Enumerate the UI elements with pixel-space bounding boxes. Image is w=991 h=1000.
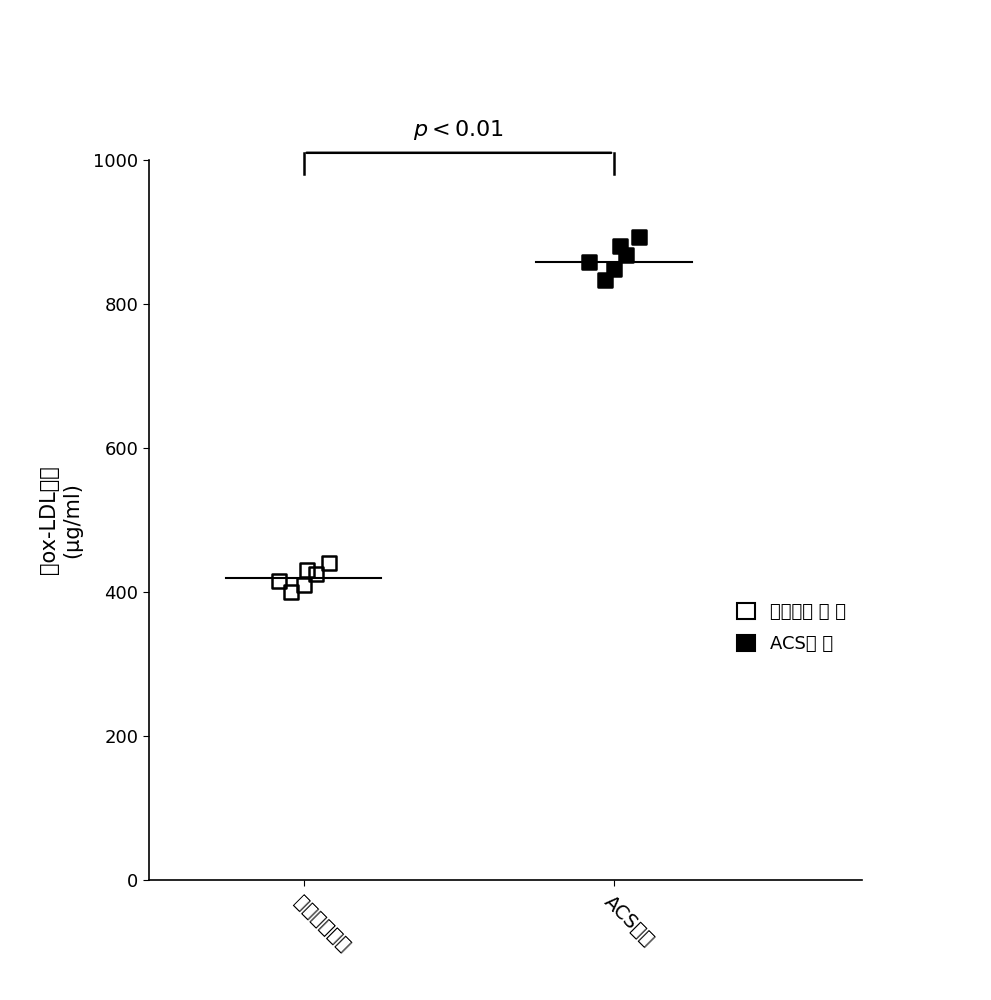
Point [283,584,299,600]
Point [631,229,647,245]
Text: $p<0.01$: $p<0.01$ [413,118,504,142]
Legend: 正常对照 人 群, ACS患 者: 正常对照 人 群, ACS患 者 [730,595,853,661]
Point [296,577,312,593]
Point [612,238,628,254]
Point [597,272,612,288]
Point [321,555,337,571]
Y-axis label: 血ox-LDL浓度
(μg/ml): 血ox-LDL浓度 (μg/ml) [39,466,82,574]
Point [618,247,634,263]
Point [308,566,324,582]
Point [299,562,315,578]
Point [582,254,598,270]
Point [606,261,622,277]
Point [271,573,286,589]
